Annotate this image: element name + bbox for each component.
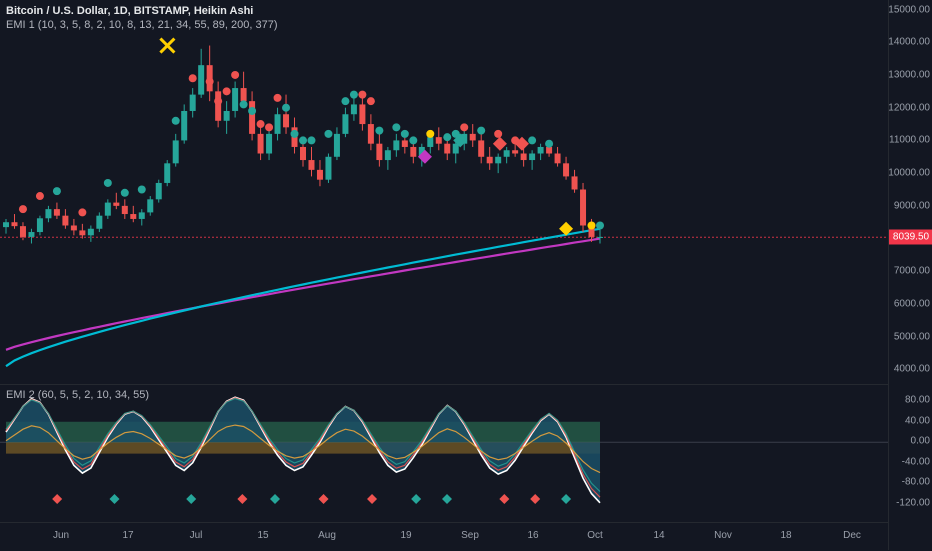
time-axis-tick: Aug [318, 530, 336, 541]
indicator-axis-tick: -40.00 [901, 456, 930, 468]
indicator-pane[interactable]: EMI 2 (60, 5, 5, 2, 10, 34, 55) [0, 384, 888, 523]
time-axis-tick: 18 [780, 530, 792, 541]
price-chart-pane[interactable]: Bitcoin / U.S. Dollar, 1D, BITSTAMP, Hei… [0, 0, 888, 382]
price-axis-tick: 15000.00 [888, 4, 930, 16]
current-price-tag: 8039.50 [889, 229, 932, 245]
indicator-axis-tick: -80.00 [901, 476, 930, 488]
price-axis-tick: 14000.00 [888, 36, 930, 48]
indicator-axis-tick: 0.00 [910, 435, 930, 447]
time-axis-tick: Nov [714, 530, 732, 541]
indicator-axis-tick: -120.00 [896, 497, 930, 509]
price-axis-tick: 6000.00 [893, 298, 930, 310]
indicator-canvas [0, 396, 888, 504]
price-axis-tick: 4000.00 [893, 363, 930, 375]
chart-title: Bitcoin / U.S. Dollar, 1D, BITSTAMP, Hei… [6, 5, 254, 17]
time-axis[interactable]: Jun 17 Jul 15 Aug 19 Sep 16 Oct 14 Nov 18 Dec [0, 522, 888, 551]
price-axis-tick: 5000.00 [893, 331, 930, 343]
time-axis-tick: Jul [189, 530, 203, 541]
price-axis-tick: 13000.00 [888, 69, 930, 81]
price-axis-tick: 12000.00 [888, 102, 930, 114]
chart-legend: Bitcoin / U.S. Dollar, 1D, BITSTAMP, Hei… [6, 4, 278, 32]
time-axis-tick: Oct [587, 530, 603, 541]
time-axis-tick: 19 [400, 530, 412, 541]
indicator2-legend: EMI 2 (60, 5, 5, 2, 10, 34, 55) [6, 389, 150, 401]
price-axis-tick: 9000.00 [893, 200, 930, 212]
price-axis-tick: 10000.00 [888, 167, 930, 179]
time-axis-tick: 16 [527, 530, 539, 541]
indicator-axis-tick: 40.00 [904, 415, 930, 427]
time-axis-tick: 17 [122, 530, 134, 541]
time-axis-tick: Jun [52, 530, 70, 541]
indicator-axis-tick: 80.00 [904, 394, 930, 406]
price-chart-canvas [0, 37, 888, 368]
time-axis-tick: 15 [257, 530, 269, 541]
price-axis-tick: 7000.00 [893, 265, 930, 277]
indicator1-legend: EMI 1 (10, 3, 5, 8, 2, 10, 8, 13, 21, 34… [6, 19, 278, 31]
time-axis-tick: Dec [843, 530, 861, 541]
time-axis-tick: Sep [461, 530, 479, 541]
price-axis-tick: 11000.00 [889, 134, 930, 146]
price-axis[interactable]: 15000.00 14000.00 13000.00 12000.00 11000.00… [888, 0, 932, 550]
time-axis-tick: 14 [653, 530, 665, 541]
